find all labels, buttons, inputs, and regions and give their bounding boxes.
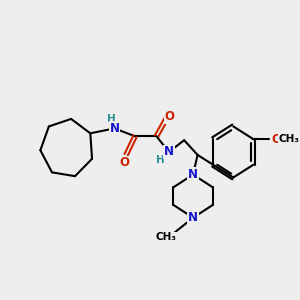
Text: CH₃: CH₃	[156, 232, 177, 242]
Text: O: O	[119, 156, 129, 169]
Text: H: H	[106, 114, 115, 124]
Text: H: H	[156, 155, 164, 165]
Text: O: O	[165, 110, 175, 123]
Text: O: O	[272, 133, 282, 146]
Text: N: N	[110, 122, 119, 135]
Text: N: N	[188, 168, 198, 181]
Text: N: N	[164, 146, 174, 158]
Text: CH₃: CH₃	[279, 134, 300, 144]
Text: N: N	[188, 211, 198, 224]
